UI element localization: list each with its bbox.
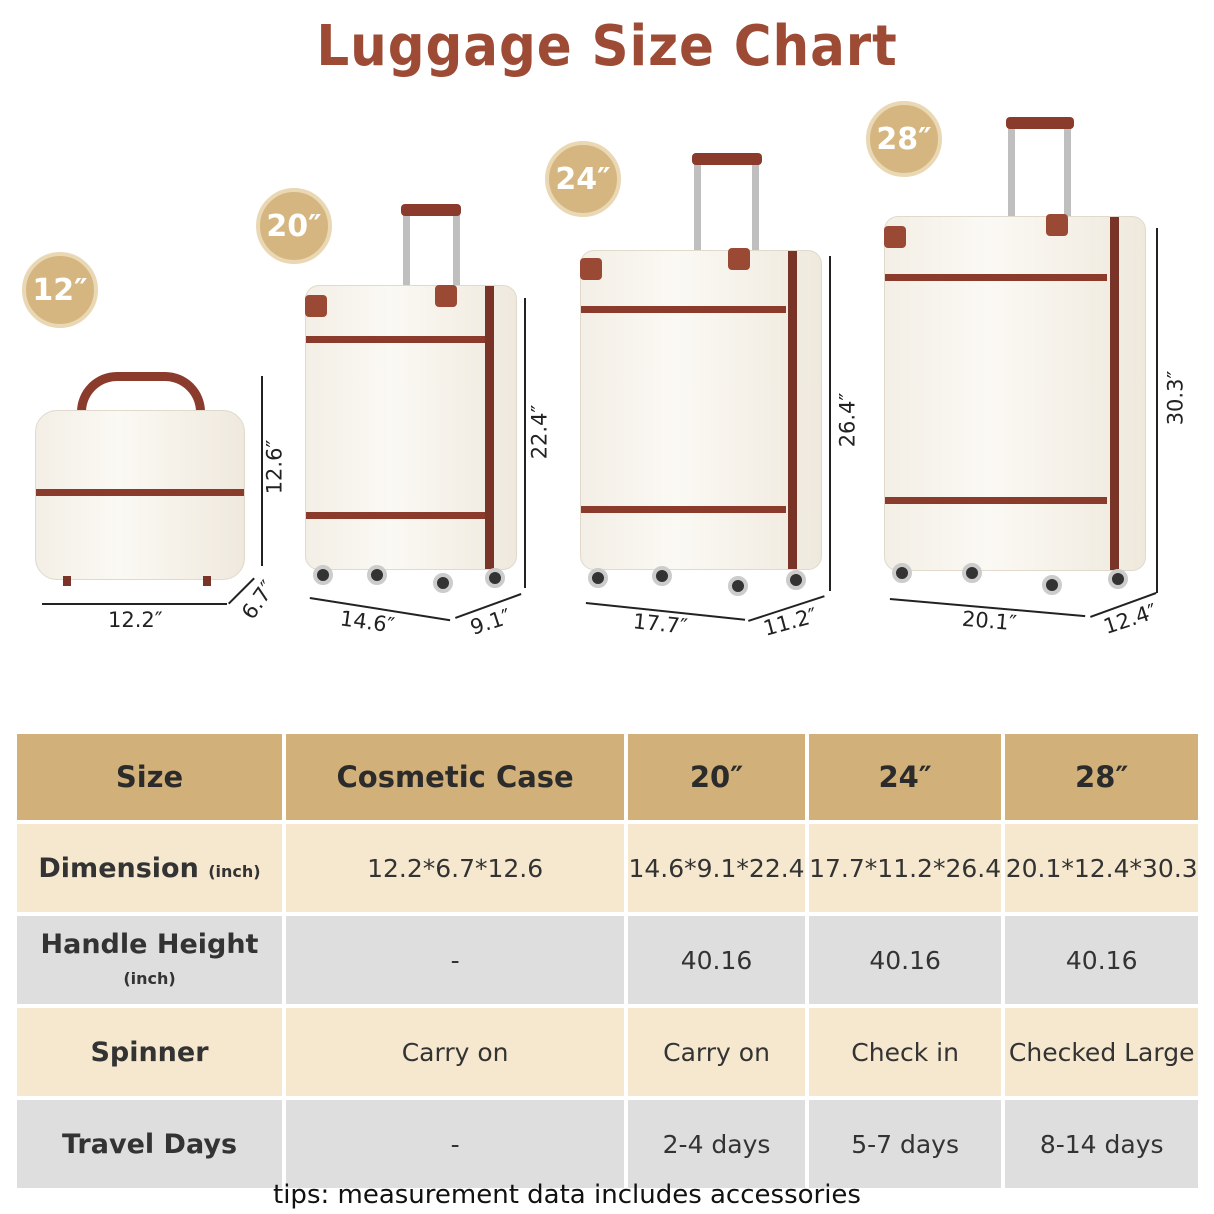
header-cell: Cosmetic Case: [286, 734, 625, 820]
table-cell: 5-7 days: [808, 1100, 1002, 1188]
table-cell: 17.7*11.2*26.4: [808, 824, 1002, 912]
tips-note: tips: measurement data includes accessor…: [273, 1180, 861, 1210]
table-cell: -: [286, 1100, 625, 1188]
size-badge-12: 12″: [22, 252, 98, 328]
suitcase-28-image: [884, 113, 1149, 603]
carry-handle-icon: [77, 372, 205, 422]
table-cell: 8-14 days: [1005, 1100, 1198, 1188]
width-label-24: 17.7″: [631, 609, 689, 639]
size-badge-28: 28″: [866, 101, 942, 177]
size-badge-20: 20″: [256, 188, 332, 264]
table-cell: Carry on: [286, 1008, 625, 1096]
page-title: Luggage Size Chart: [316, 14, 898, 79]
header-cell: 28″: [1005, 734, 1198, 820]
table-cell: Carry on: [628, 1008, 805, 1096]
width-label-12: 12.2″: [108, 608, 163, 632]
suitcase-24-image: [580, 150, 825, 600]
unit-label: (inch): [123, 969, 176, 988]
cosmetic-case-image: [35, 372, 247, 587]
depth-label-24: 11.2″: [760, 603, 820, 641]
row-label: Spinner: [17, 1008, 282, 1096]
header-cell: Size: [17, 734, 282, 820]
table-header-row: Size Cosmetic Case 20″ 24″ 28″: [17, 734, 1198, 820]
size-table: Size Cosmetic Case 20″ 24″ 28″ Dimension…: [13, 730, 1202, 1192]
table-cell: 40.16: [1005, 916, 1198, 1004]
height-label-20: 22.4″: [527, 404, 552, 460]
width-label-28: 20.1″: [961, 606, 1018, 636]
table-cell: 40.16: [628, 916, 805, 1004]
unit-label: (inch): [208, 861, 261, 881]
header-cell: 24″: [808, 734, 1002, 820]
row-label-text: Handle Height: [40, 929, 259, 960]
table-row: Travel Days - 2-4 days 5-7 days 8-14 day…: [17, 1100, 1198, 1188]
height-label-24: 26.4″: [835, 392, 860, 448]
table-row: Handle Height (inch) - 40.16 40.16 40.16: [17, 916, 1198, 1004]
table-row: Spinner Carry on Carry on Check in Check…: [17, 1008, 1198, 1096]
table-cell: Checked Large: [1005, 1008, 1198, 1096]
size-badge-24: 24″: [545, 141, 621, 217]
table-cell: 40.16: [808, 916, 1002, 1004]
table-cell: -: [286, 916, 625, 1004]
header-cell: 20″: [628, 734, 805, 820]
table-cell: 14.6*9.1*22.4: [628, 824, 805, 912]
table-cell: 2-4 days: [628, 1100, 805, 1188]
row-label: Handle Height (inch): [17, 916, 282, 1004]
depth-label-28: 12.4″: [1100, 599, 1160, 639]
table-row: Dimension (inch) 12.2*6.7*12.6 14.6*9.1*…: [17, 824, 1198, 912]
table-cell: 20.1*12.4*30.3: [1005, 824, 1198, 912]
row-label: Travel Days: [17, 1100, 282, 1188]
suitcase-20-image: [305, 200, 520, 593]
table-cell: 12.2*6.7*12.6: [286, 824, 625, 912]
row-label: Dimension (inch): [17, 824, 282, 912]
row-label-text: Dimension: [38, 852, 199, 884]
height-label-28: 30.3″: [1163, 370, 1188, 426]
table-cell: Check in: [808, 1008, 1002, 1096]
height-label-12: 12.6″: [262, 439, 287, 495]
